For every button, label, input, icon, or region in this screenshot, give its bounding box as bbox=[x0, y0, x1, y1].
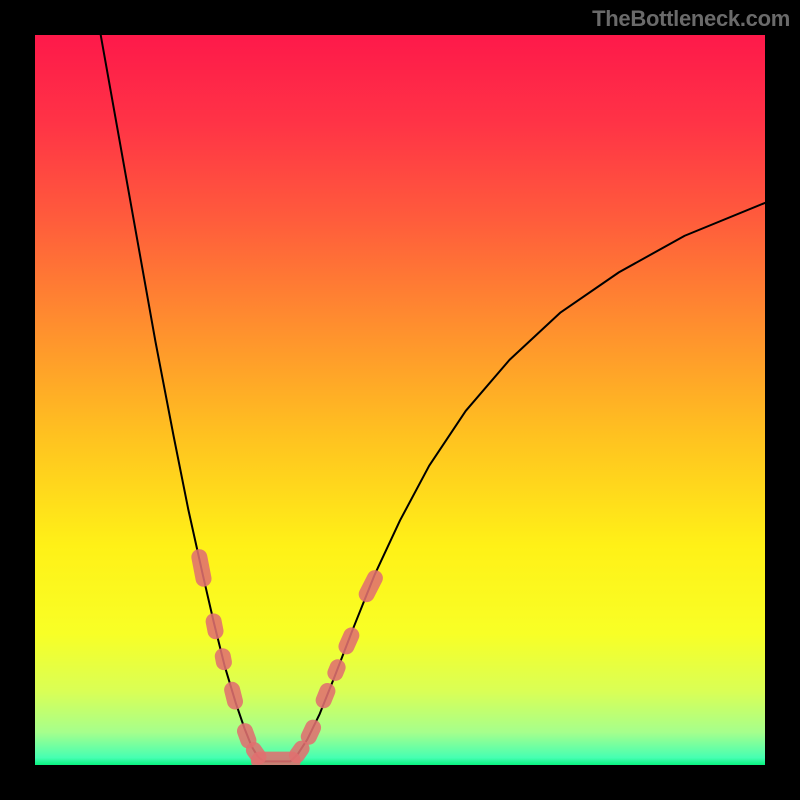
bottleneck-chart bbox=[0, 0, 800, 800]
watermark-text: TheBottleneck.com bbox=[592, 6, 790, 32]
chart-container: TheBottleneck.com bbox=[0, 0, 800, 800]
